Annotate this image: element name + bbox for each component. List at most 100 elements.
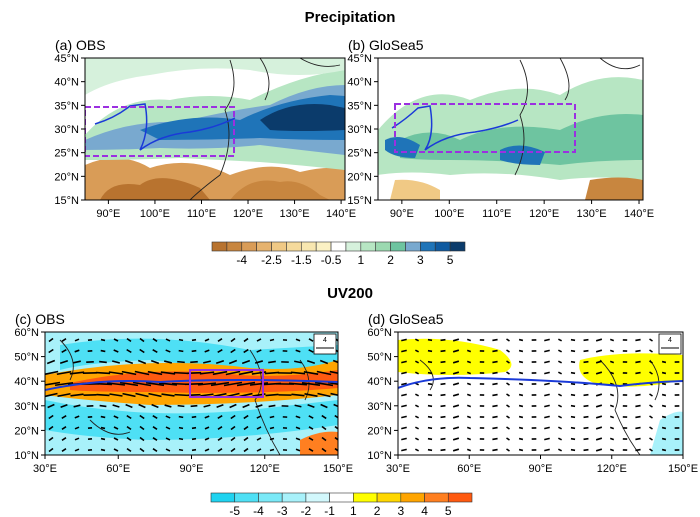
wind-vector xyxy=(191,349,197,353)
wind-vector xyxy=(427,448,433,452)
region-box xyxy=(85,106,235,157)
wind-vector xyxy=(113,437,119,441)
wind-vector xyxy=(558,360,562,364)
wind-vector xyxy=(165,415,171,419)
wind-vector xyxy=(466,382,472,386)
wind-vector xyxy=(134,370,150,376)
plateau-contour xyxy=(94,103,236,151)
wind-vector xyxy=(570,437,576,441)
lat-tick-label: 25°N xyxy=(347,148,372,160)
wind-vector xyxy=(492,382,498,386)
wind-vector xyxy=(288,382,308,386)
uv-title: UV200 xyxy=(327,285,373,302)
wind-vector xyxy=(304,393,318,397)
wind-vector xyxy=(609,426,615,430)
wind-vector xyxy=(294,360,302,364)
wind-vector xyxy=(661,393,667,397)
wind-vector xyxy=(57,392,71,398)
wind-vector xyxy=(609,371,615,375)
positive-anomaly xyxy=(579,353,683,387)
colorbar-swatch xyxy=(234,492,259,503)
wind-vector xyxy=(661,426,667,430)
wind-vector xyxy=(518,382,524,386)
lat-tick-label: 25°N xyxy=(54,148,79,160)
colorbar-swatch xyxy=(305,492,330,503)
wind-vector xyxy=(95,371,111,375)
wind-vector xyxy=(492,404,498,408)
panel-label: (a) OBS xyxy=(55,37,106,53)
colorbar-swatch xyxy=(241,241,257,252)
wet-region xyxy=(85,58,345,95)
wind-vector xyxy=(147,370,163,376)
wind-vector xyxy=(54,381,74,387)
wind-vector xyxy=(649,360,653,364)
wind-vector xyxy=(635,437,641,441)
wind-vector xyxy=(492,338,498,342)
lon-tick-label: 90°E xyxy=(529,463,553,475)
wind-vector xyxy=(518,426,524,430)
wind-vector xyxy=(106,382,126,386)
wind-vector xyxy=(401,415,407,419)
wind-vector xyxy=(61,349,67,353)
coastline xyxy=(189,58,341,200)
wind-vector xyxy=(661,360,667,364)
lat-tick-label: 10°N xyxy=(367,450,392,462)
wind-vector xyxy=(635,426,641,430)
colorbar-swatch xyxy=(375,241,391,252)
lat-tick-label: 35°N xyxy=(54,100,79,112)
colorbar-swatch xyxy=(329,492,354,503)
wind-vector xyxy=(506,404,510,408)
wind-vector xyxy=(152,414,158,420)
wind-vector xyxy=(100,415,106,419)
wind-vector xyxy=(59,359,69,365)
wind-vector xyxy=(401,437,407,441)
wind-vector xyxy=(570,448,576,452)
wind-vector xyxy=(291,393,305,397)
wind-vector xyxy=(321,414,327,420)
map-panel: (b) GloSea5 15°N 20°N 25°N 30°N 35°N 40°N 45°N 9… xyxy=(347,37,654,220)
wind-vector xyxy=(609,360,615,364)
wind-vector xyxy=(125,403,133,409)
wind-vector xyxy=(178,349,184,353)
wind-vector xyxy=(204,437,210,441)
wind-vector xyxy=(401,338,407,342)
region-box xyxy=(394,103,576,153)
wind-vector xyxy=(160,371,176,375)
wind-vector xyxy=(308,448,314,452)
wind-vector xyxy=(427,404,433,408)
wet-region xyxy=(260,104,345,131)
wind-vector xyxy=(492,371,498,375)
lon-tick-label: 130°E xyxy=(577,208,607,220)
wind-vector xyxy=(332,359,338,364)
wind-vector xyxy=(190,404,198,408)
wind-vector xyxy=(440,393,446,397)
wind-vector xyxy=(217,448,223,452)
colorbar-label: 3 xyxy=(397,504,404,517)
wind-vector xyxy=(558,404,562,408)
wind-vector xyxy=(60,403,68,409)
colorbar-label: 1 xyxy=(357,253,364,267)
wind-vector xyxy=(178,415,184,419)
wind-vector xyxy=(243,425,249,431)
wind-vector xyxy=(204,426,210,430)
wind-vector xyxy=(635,360,641,364)
wind-vector xyxy=(452,437,460,441)
wind-vector xyxy=(307,404,315,408)
colorbar-label: 2 xyxy=(374,504,381,517)
colorbar-label: -1.5 xyxy=(291,253,312,267)
wind-vector xyxy=(544,349,550,353)
wind-vector xyxy=(661,437,667,441)
lon-tick-label: 130°E xyxy=(280,208,310,220)
wind-vector xyxy=(401,404,407,408)
wind-vector xyxy=(256,448,262,452)
colorbar-swatch xyxy=(258,492,283,503)
wind-vector xyxy=(268,404,276,408)
wind-vector xyxy=(199,371,215,375)
wind-vector xyxy=(256,437,262,441)
wind-vector xyxy=(595,415,603,419)
wind-vector xyxy=(415,338,419,342)
wind-vector xyxy=(204,415,210,419)
wind-vector xyxy=(217,437,223,441)
wind-vector xyxy=(570,349,576,353)
wind-vector xyxy=(635,415,641,419)
